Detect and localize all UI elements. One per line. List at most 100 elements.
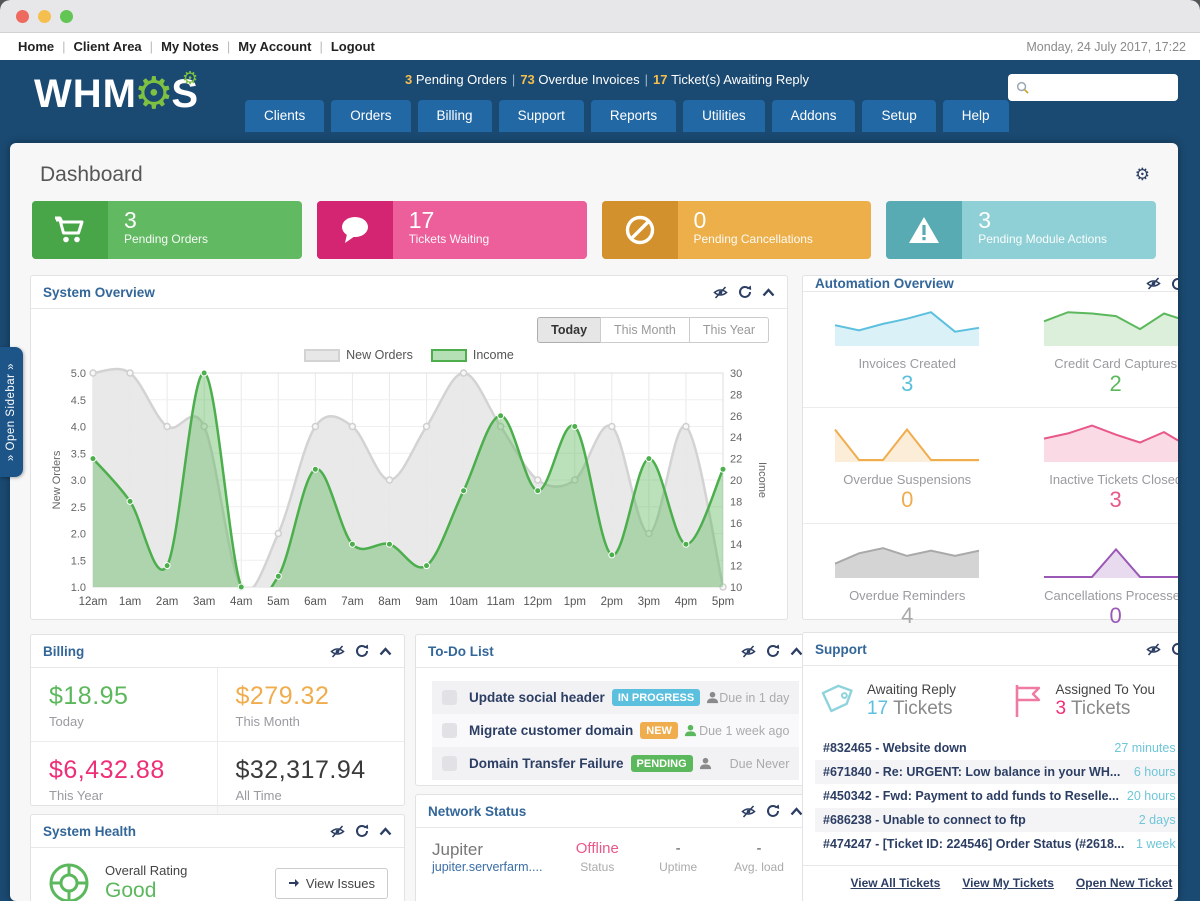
open-sidebar-toggle[interactable]: » Open Sidebar » — [0, 347, 23, 477]
ticket-subject-link[interactable]: #671840 - Re: URGENT: Low balance in you… — [823, 765, 1121, 779]
refresh-icon[interactable] — [766, 804, 780, 818]
stat-card-pending-cancellations[interactable]: 0 Pending Cancellations — [601, 201, 872, 259]
view-issues-button[interactable]: View Issues — [274, 867, 388, 899]
nav-tab-reports[interactable]: Reports — [590, 100, 677, 132]
awaiting-reply-stat[interactable]: Awaiting Reply 17 Tickets — [817, 682, 1013, 720]
sparkline-chart — [834, 427, 980, 462]
hide-widget-icon[interactable] — [713, 285, 728, 299]
top-menu-bar: Home | Client Area | My Notes | My Accou… — [0, 33, 1200, 60]
hide-widget-icon[interactable] — [330, 824, 345, 838]
refresh-icon[interactable] — [738, 285, 752, 299]
collapse-chevron-icon[interactable] — [762, 287, 775, 297]
stat-card-pending-orders[interactable]: 3 Pending Orders — [32, 201, 302, 259]
collapse-chevron-icon[interactable] — [790, 806, 803, 816]
collapse-chevron-icon[interactable] — [379, 646, 392, 656]
nav-tab-billing[interactable]: Billing — [417, 100, 492, 132]
ban-icon — [601, 201, 678, 259]
billing-alltime-label: All Time — [235, 788, 282, 803]
assigned-to-you-stat[interactable]: Assigned To You 3 Tickets — [1013, 682, 1178, 720]
nav-tab-clients[interactable]: Clients — [245, 100, 325, 132]
page-title: Dashboard — [40, 163, 143, 186]
overdue-invoices-link[interactable]: Overdue Invoices — [538, 72, 640, 87]
nav-tab-support[interactable]: Support — [498, 100, 584, 132]
view-my-tickets-link[interactable]: View My Tickets — [962, 876, 1054, 890]
ticket-subject-link[interactable]: #686238 - Unable to connect to ftp — [823, 813, 1026, 827]
warning-icon — [886, 201, 963, 259]
range-tab-this-month[interactable]: This Month — [600, 317, 690, 343]
menu-client-area[interactable]: Client Area — [73, 39, 142, 54]
stat-value: 0 — [693, 207, 707, 233]
close-window-button[interactable] — [16, 9, 29, 23]
todo-list-panel: To-Do List Update social header IN PROGRE… — [415, 634, 817, 786]
todo-task-link[interactable]: Update social header — [469, 690, 605, 705]
todo-task-link[interactable]: Migrate customer domain — [469, 723, 634, 738]
todo-item: Update social header IN PROGRESS Due in 1 … — [432, 681, 800, 714]
range-tab-this-year[interactable]: This Year — [688, 317, 769, 343]
tickets-awaiting-count[interactable]: 17 — [652, 72, 668, 87]
maximize-window-button[interactable] — [60, 9, 73, 23]
todo-checkbox[interactable] — [442, 756, 457, 771]
refresh-icon[interactable] — [766, 644, 780, 658]
nav-tab-addons[interactable]: Addons — [771, 100, 856, 132]
dashboard-settings-gear-icon[interactable]: ⚙ — [1134, 165, 1150, 185]
logo-text-prefix: WHM — [34, 72, 137, 116]
collapse-chevron-icon[interactable] — [379, 826, 392, 836]
panel-title: Support — [815, 641, 867, 657]
hide-widget-icon[interactable] — [1146, 277, 1161, 290]
support-panel: Support Awaiting Reply — [802, 632, 1178, 901]
stat-cards-row: 3 Pending Orders 17 Tickets Waiting — [30, 201, 1158, 275]
svg-text:4pm: 4pm — [675, 596, 697, 608]
nav-tab-setup[interactable]: Setup — [862, 100, 936, 132]
open-new-ticket-link[interactable]: Open New Ticket — [1075, 876, 1173, 890]
menu-separator: | — [62, 39, 66, 54]
panel-title: Billing — [43, 643, 85, 659]
view-all-tickets-link[interactable]: View All Tickets — [850, 876, 941, 890]
todo-checkbox[interactable] — [442, 690, 457, 705]
ticket-subject-link[interactable]: #450342 - Fwd: Payment to add funds to R… — [823, 789, 1119, 803]
nav-tab-utilities[interactable]: Utilities — [683, 100, 765, 132]
todo-due: Due Never — [729, 756, 790, 771]
stat-card-tickets-waiting[interactable]: 17 Tickets Waiting — [316, 201, 587, 259]
collapse-chevron-icon[interactable] — [790, 646, 803, 656]
svg-text:New Orders: New Orders — [51, 450, 63, 509]
refresh-icon[interactable] — [1171, 642, 1178, 656]
range-tab-today[interactable]: Today — [537, 317, 602, 343]
ticket-row: #474247 - [Ticket ID: 224546] Order Stat… — [815, 832, 1178, 856]
pending-orders-count[interactable]: 3 — [405, 72, 413, 87]
svg-text:5pm: 5pm — [712, 596, 734, 608]
stat-value: 3 — [978, 207, 992, 233]
hide-widget-icon[interactable] — [1146, 642, 1161, 656]
refresh-icon[interactable] — [355, 644, 369, 658]
panel-title: System Overview — [43, 284, 155, 300]
todo-status-badge: NEW — [640, 722, 678, 739]
menu-home[interactable]: Home — [18, 39, 55, 54]
overall-rating-label: Overall Rating — [105, 863, 188, 878]
billing-panel: Billing $18.95 Today $279.32 Th — [30, 634, 405, 815]
ticket-subject-link[interactable]: #474247 - [Ticket ID: 224546] Order Stat… — [823, 837, 1125, 851]
minimize-window-button[interactable] — [38, 9, 51, 23]
current-datetime: Monday, 24 July 2017, 17:22 — [1026, 39, 1186, 54]
whmcs-logo[interactable]: WHM ⚙ S ⚙ — [34, 68, 199, 117]
hide-widget-icon[interactable] — [741, 644, 757, 658]
refresh-icon[interactable] — [355, 824, 369, 838]
hide-widget-icon[interactable] — [741, 804, 757, 818]
menu-my-notes[interactable]: My Notes — [161, 39, 219, 54]
overdue-invoices-count[interactable]: 73 — [520, 72, 535, 87]
nav-tab-help[interactable]: Help — [942, 100, 1009, 132]
tickets-awaiting-link[interactable]: Ticket(s) Awaiting Reply — [671, 72, 810, 87]
automation-grid: Invoices Created 3 Credit Card Captures 2 Ov… — [803, 292, 1178, 639]
nav-tab-orders[interactable]: Orders — [331, 100, 411, 132]
ticket-subject-link[interactable]: #832465 - Website down — [823, 741, 967, 755]
menu-logout[interactable]: Logout — [330, 39, 375, 54]
stat-card-pending-module-actions[interactable]: 3 Pending Module Actions — [886, 201, 1156, 259]
search-input[interactable] — [1029, 80, 1170, 95]
refresh-icon[interactable] — [1171, 277, 1178, 291]
todo-checkbox[interactable] — [442, 723, 457, 738]
menu-my-account[interactable]: My Account — [238, 39, 312, 54]
hide-widget-icon[interactable] — [330, 644, 345, 658]
server-domain-link[interactable]: jupiter.serverfarm.... — [432, 860, 543, 874]
pending-orders-link[interactable]: Pending Orders — [415, 72, 507, 87]
todo-task-link[interactable]: Domain Transfer Failure — [469, 756, 624, 771]
svg-text:2pm: 2pm — [601, 596, 623, 608]
sparkline-chart — [834, 547, 980, 578]
